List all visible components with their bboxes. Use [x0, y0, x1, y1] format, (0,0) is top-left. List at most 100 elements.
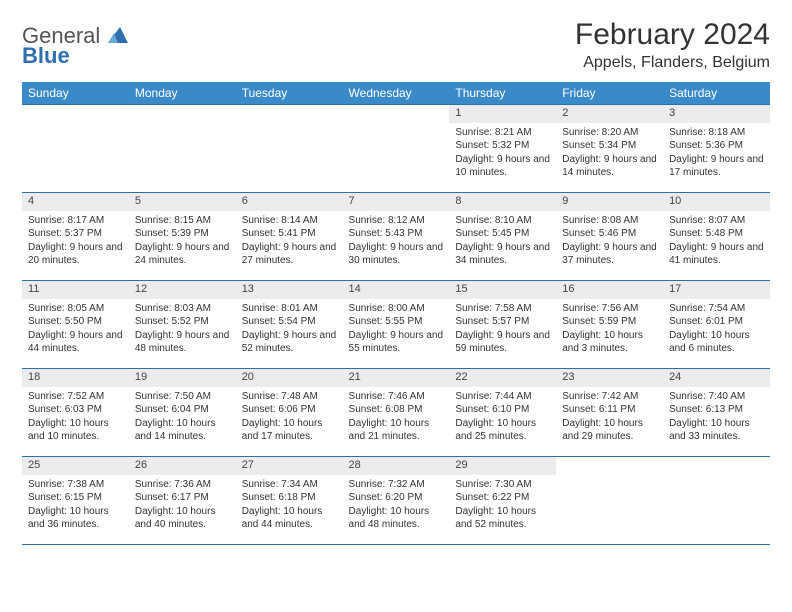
sunrise-line: Sunrise: 8:10 AM — [455, 214, 550, 228]
day-info-cell: Sunrise: 7:42 AMSunset: 6:11 PMDaylight:… — [556, 387, 663, 457]
sunrise-line: Sunrise: 7:56 AM — [562, 302, 657, 316]
day-info-cell: Sunrise: 8:14 AMSunset: 5:41 PMDaylight:… — [236, 211, 343, 281]
day-info-cell: Sunrise: 8:21 AMSunset: 5:32 PMDaylight:… — [449, 123, 556, 193]
day-header: Monday — [129, 82, 236, 105]
day-info-cell: Sunrise: 7:38 AMSunset: 6:15 PMDaylight:… — [22, 475, 129, 545]
day-info-cell: Sunrise: 7:58 AMSunset: 5:57 PMDaylight:… — [449, 299, 556, 369]
day-number-cell: 14 — [343, 281, 450, 299]
daylight-line: Daylight: 10 hours and 33 minutes. — [669, 417, 764, 444]
sunrise-line: Sunrise: 8:20 AM — [562, 126, 657, 140]
day-number-cell — [22, 105, 129, 123]
daylight-line: Daylight: 9 hours and 24 minutes. — [135, 241, 230, 268]
sunset-line: Sunset: 5:55 PM — [349, 315, 444, 329]
day-number-cell: 13 — [236, 281, 343, 299]
sunset-line: Sunset: 5:48 PM — [669, 227, 764, 241]
daylight-line: Daylight: 10 hours and 36 minutes. — [28, 505, 123, 532]
week-daynum-row: 18192021222324 — [22, 369, 770, 387]
sunrise-line: Sunrise: 8:14 AM — [242, 214, 337, 228]
day-number-cell: 17 — [663, 281, 770, 299]
sunset-line: Sunset: 6:03 PM — [28, 403, 123, 417]
sunset-line: Sunset: 6:20 PM — [349, 491, 444, 505]
day-number-cell: 18 — [22, 369, 129, 387]
calendar-table: SundayMondayTuesdayWednesdayThursdayFrid… — [22, 82, 770, 545]
sunset-line: Sunset: 6:13 PM — [669, 403, 764, 417]
day-number-cell: 10 — [663, 193, 770, 211]
sunrise-line: Sunrise: 7:42 AM — [562, 390, 657, 404]
day-number-cell: 3 — [663, 105, 770, 123]
sunset-line: Sunset: 5:52 PM — [135, 315, 230, 329]
day-number-cell: 16 — [556, 281, 663, 299]
calendar-body: 123Sunrise: 8:21 AMSunset: 5:32 PMDaylig… — [22, 105, 770, 545]
day-info-cell: Sunrise: 8:10 AMSunset: 5:45 PMDaylight:… — [449, 211, 556, 281]
sunset-line: Sunset: 5:36 PM — [669, 139, 764, 153]
daylight-line: Daylight: 10 hours and 48 minutes. — [349, 505, 444, 532]
sunrise-line: Sunrise: 7:44 AM — [455, 390, 550, 404]
day-header: Sunday — [22, 82, 129, 105]
sunset-line: Sunset: 5:37 PM — [28, 227, 123, 241]
day-number-cell: 20 — [236, 369, 343, 387]
sunrise-line: Sunrise: 7:58 AM — [455, 302, 550, 316]
sunset-line: Sunset: 5:39 PM — [135, 227, 230, 241]
day-info-cell: Sunrise: 8:12 AMSunset: 5:43 PMDaylight:… — [343, 211, 450, 281]
week-info-row: Sunrise: 8:17 AMSunset: 5:37 PMDaylight:… — [22, 211, 770, 281]
sunrise-line: Sunrise: 8:18 AM — [669, 126, 764, 140]
sunset-line: Sunset: 6:08 PM — [349, 403, 444, 417]
day-header: Friday — [556, 82, 663, 105]
daylight-line: Daylight: 9 hours and 34 minutes. — [455, 241, 550, 268]
day-info-cell — [556, 475, 663, 545]
logo-sail-icon — [108, 27, 128, 43]
day-number-cell: 7 — [343, 193, 450, 211]
daylight-line: Daylight: 10 hours and 29 minutes. — [562, 417, 657, 444]
daylight-line: Daylight: 9 hours and 59 minutes. — [455, 329, 550, 356]
sunrise-line: Sunrise: 8:15 AM — [135, 214, 230, 228]
day-info-cell: Sunrise: 7:44 AMSunset: 6:10 PMDaylight:… — [449, 387, 556, 457]
day-info-cell: Sunrise: 8:15 AMSunset: 5:39 PMDaylight:… — [129, 211, 236, 281]
daylight-line: Daylight: 10 hours and 52 minutes. — [455, 505, 550, 532]
week-daynum-row: 45678910 — [22, 193, 770, 211]
sunrise-line: Sunrise: 8:08 AM — [562, 214, 657, 228]
day-number-cell: 27 — [236, 457, 343, 475]
day-number-cell: 1 — [449, 105, 556, 123]
day-info-cell: Sunrise: 7:48 AMSunset: 6:06 PMDaylight:… — [236, 387, 343, 457]
week-daynum-row: 11121314151617 — [22, 281, 770, 299]
day-info-cell: Sunrise: 8:03 AMSunset: 5:52 PMDaylight:… — [129, 299, 236, 369]
sunrise-line: Sunrise: 8:07 AM — [669, 214, 764, 228]
day-number-cell: 29 — [449, 457, 556, 475]
daylight-line: Daylight: 9 hours and 27 minutes. — [242, 241, 337, 268]
daylight-line: Daylight: 9 hours and 37 minutes. — [562, 241, 657, 268]
sunset-line: Sunset: 6:06 PM — [242, 403, 337, 417]
sunrise-line: Sunrise: 7:38 AM — [28, 478, 123, 492]
sunrise-line: Sunrise: 7:46 AM — [349, 390, 444, 404]
day-header-row: SundayMondayTuesdayWednesdayThursdayFrid… — [22, 82, 770, 105]
sunrise-line: Sunrise: 7:30 AM — [455, 478, 550, 492]
logo-text: General Blue — [22, 26, 128, 66]
day-number-cell — [236, 105, 343, 123]
daylight-line: Daylight: 10 hours and 21 minutes. — [349, 417, 444, 444]
day-number-cell: 21 — [343, 369, 450, 387]
title-block: February 2024 Appels, Flanders, Belgium — [575, 18, 770, 72]
sunset-line: Sunset: 5:45 PM — [455, 227, 550, 241]
day-number-cell: 15 — [449, 281, 556, 299]
sunrise-line: Sunrise: 7:54 AM — [669, 302, 764, 316]
daylight-line: Daylight: 9 hours and 10 minutes. — [455, 153, 550, 180]
sunrise-line: Sunrise: 8:05 AM — [28, 302, 123, 316]
sunset-line: Sunset: 6:22 PM — [455, 491, 550, 505]
sunset-line: Sunset: 5:46 PM — [562, 227, 657, 241]
day-info-cell: Sunrise: 7:36 AMSunset: 6:17 PMDaylight:… — [129, 475, 236, 545]
sunset-line: Sunset: 6:10 PM — [455, 403, 550, 417]
day-info-cell: Sunrise: 7:46 AMSunset: 6:08 PMDaylight:… — [343, 387, 450, 457]
week-info-row: Sunrise: 8:05 AMSunset: 5:50 PMDaylight:… — [22, 299, 770, 369]
week-info-row: Sunrise: 7:38 AMSunset: 6:15 PMDaylight:… — [22, 475, 770, 545]
sunset-line: Sunset: 5:34 PM — [562, 139, 657, 153]
daylight-line: Daylight: 10 hours and 14 minutes. — [135, 417, 230, 444]
day-info-cell: Sunrise: 8:05 AMSunset: 5:50 PMDaylight:… — [22, 299, 129, 369]
day-number-cell: 25 — [22, 457, 129, 475]
day-number-cell: 11 — [22, 281, 129, 299]
sunrise-line: Sunrise: 8:21 AM — [455, 126, 550, 140]
day-number-cell: 19 — [129, 369, 236, 387]
daylight-line: Daylight: 10 hours and 25 minutes. — [455, 417, 550, 444]
day-info-cell: Sunrise: 8:17 AMSunset: 5:37 PMDaylight:… — [22, 211, 129, 281]
day-info-cell: Sunrise: 7:40 AMSunset: 6:13 PMDaylight:… — [663, 387, 770, 457]
sunrise-line: Sunrise: 8:01 AM — [242, 302, 337, 316]
daylight-line: Daylight: 10 hours and 6 minutes. — [669, 329, 764, 356]
